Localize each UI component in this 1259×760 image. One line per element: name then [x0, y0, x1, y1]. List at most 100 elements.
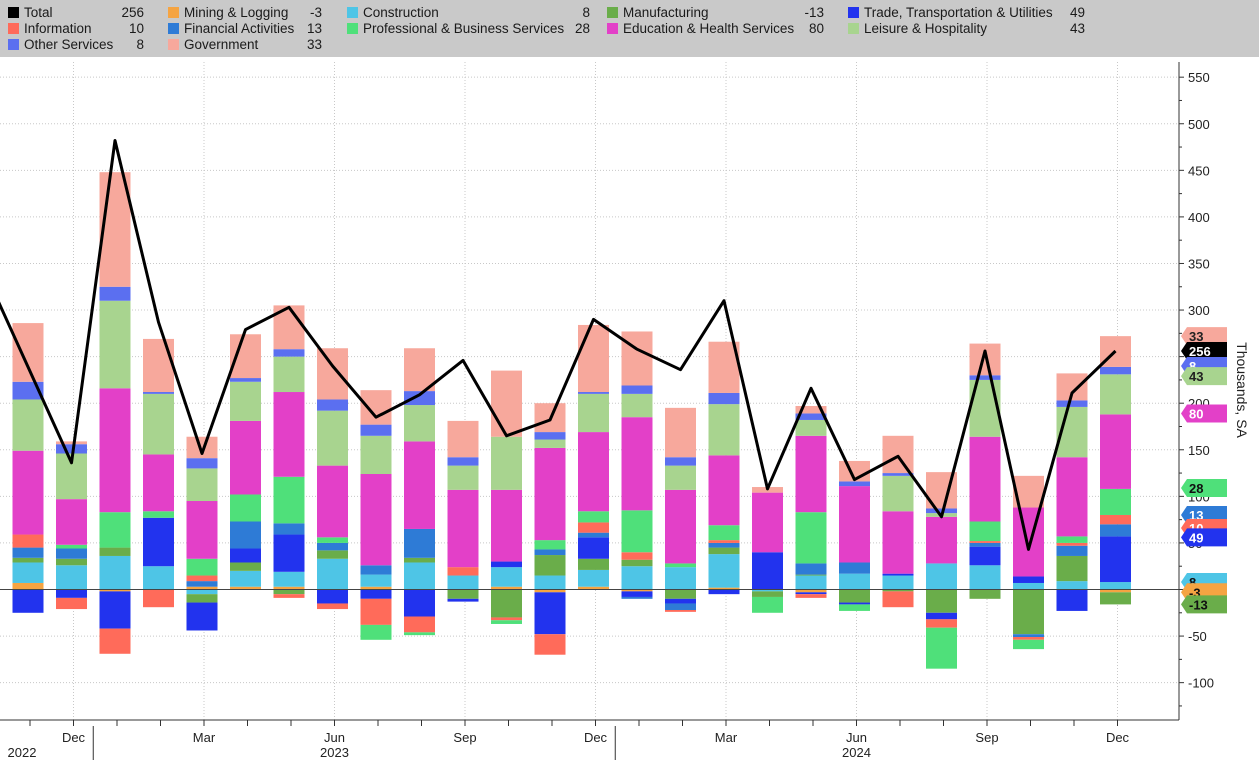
bar-segment: [882, 475, 914, 512]
bar-segment: [273, 571, 305, 587]
bar-segment: [578, 393, 609, 433]
bar-segment: [447, 598, 479, 602]
bar-segment: [273, 586, 305, 590]
bar-segment: [839, 573, 870, 590]
bar-segment: [926, 619, 957, 628]
bar-segment: [12, 534, 44, 548]
value-tag-bg: [1181, 528, 1227, 547]
bar-segment: [360, 424, 392, 436]
value-tag: -13: [1181, 595, 1227, 614]
bar-segment: [404, 589, 435, 617]
bar-segment: [12, 589, 44, 613]
bar-segment: [273, 476, 305, 524]
bar-segment: [143, 511, 174, 518]
value-tag-label: 8: [1189, 359, 1196, 374]
bar-segment: [795, 563, 827, 575]
bar-segment: [578, 511, 609, 523]
value-tag-label: -3: [1189, 585, 1201, 600]
bar-segment: [969, 589, 1001, 599]
bar-segment: [1056, 581, 1088, 590]
bar-segment: [99, 547, 131, 556]
value-tag-label: 49: [1189, 530, 1203, 545]
legend-item-professional-business-services: Professional & Business Services 28: [347, 21, 590, 36]
bar-segment: [12, 582, 44, 590]
bar-segment: [708, 542, 740, 548]
bar-segment: [99, 628, 131, 654]
bar-segment: [1056, 589, 1088, 611]
bar-segment: [1056, 536, 1088, 543]
x-month-label: Sep: [453, 730, 476, 745]
bar-segment: [534, 634, 566, 655]
bar-segment: [230, 570, 261, 587]
bar-segment: [1056, 400, 1088, 407]
bar-segment: [1056, 542, 1088, 546]
value-tag: 256: [1181, 342, 1227, 361]
bar-segment: [360, 589, 392, 599]
value-tag: 28: [1181, 478, 1227, 497]
bar-segment: [186, 602, 218, 631]
bar-segment: [99, 300, 131, 389]
legend-label: Trade, Transportation & Utilities: [864, 5, 1053, 20]
bar-segment: [230, 420, 261, 495]
bar-segment: [360, 435, 392, 474]
bar-segment: [1100, 589, 1131, 593]
legend-label: Mining & Logging: [184, 5, 289, 20]
bar-segment: [317, 589, 348, 604]
bar-segment: [491, 436, 522, 490]
legend-label: Total: [24, 5, 53, 20]
legend-swatch: [607, 23, 618, 34]
bar-segment: [665, 489, 696, 564]
bar-segment: [578, 324, 609, 393]
bar-segment: [12, 323, 44, 382]
bar-segment: [447, 567, 479, 576]
x-month-label: Dec: [62, 730, 86, 745]
value-tag-label: 8: [1189, 575, 1196, 590]
bar-segment: [969, 565, 1001, 590]
bar-segment: [665, 598, 696, 604]
bar-segment: [230, 548, 261, 563]
legend-item-other-services: Other Services 8: [8, 37, 144, 52]
bar-segment: [708, 404, 740, 456]
x-year-label: 2023: [320, 745, 349, 760]
bar-segment: [969, 343, 1001, 376]
bar-segment: [1013, 582, 1044, 590]
total-series-line: [0, 139, 1117, 551]
bar-segment: [839, 589, 870, 603]
bar-segment: [230, 381, 261, 421]
bar-segment: [578, 392, 609, 394]
value-tag: 43: [1181, 367, 1227, 386]
bar-segment: [447, 489, 479, 568]
x-month-label: Dec: [584, 730, 608, 745]
bar-segment: [621, 385, 653, 394]
legend-item-leisure-hospitality: Leisure & Hospitality 43: [848, 21, 1085, 36]
bar-segment: [186, 575, 218, 582]
bar-segment: [1100, 592, 1131, 605]
legend-swatch: [848, 23, 859, 34]
y-tick-label: 550: [1188, 70, 1210, 85]
legend-swatch: [607, 7, 618, 18]
bar-segment: [926, 563, 957, 590]
bar-segment: [882, 573, 914, 576]
bar-segment: [230, 586, 261, 590]
bar-segment: [447, 420, 479, 458]
legend-label: Professional & Business Services: [363, 21, 565, 36]
bar-segment: [491, 370, 522, 437]
bar-segment: [1100, 524, 1131, 537]
legend-swatch: [168, 39, 179, 50]
bar-segment: [404, 441, 435, 529]
bar-segment: [56, 565, 87, 590]
legend-label: Manufacturing: [623, 5, 709, 20]
bar-segment: [1013, 637, 1044, 640]
bar-segment: [1100, 488, 1131, 515]
bar-segment: [447, 465, 479, 490]
y-tick-label: -100: [1188, 676, 1214, 691]
legend-value: 10: [128, 21, 144, 36]
bar-segment: [1100, 374, 1131, 415]
bar-segment: [1013, 634, 1044, 638]
bar-segment: [273, 349, 305, 357]
bar-segment: [1100, 582, 1131, 590]
bar-segment: [882, 511, 914, 574]
bar-segment: [926, 612, 957, 620]
legend-value: 13: [306, 21, 322, 36]
bar-segment: [882, 435, 914, 474]
